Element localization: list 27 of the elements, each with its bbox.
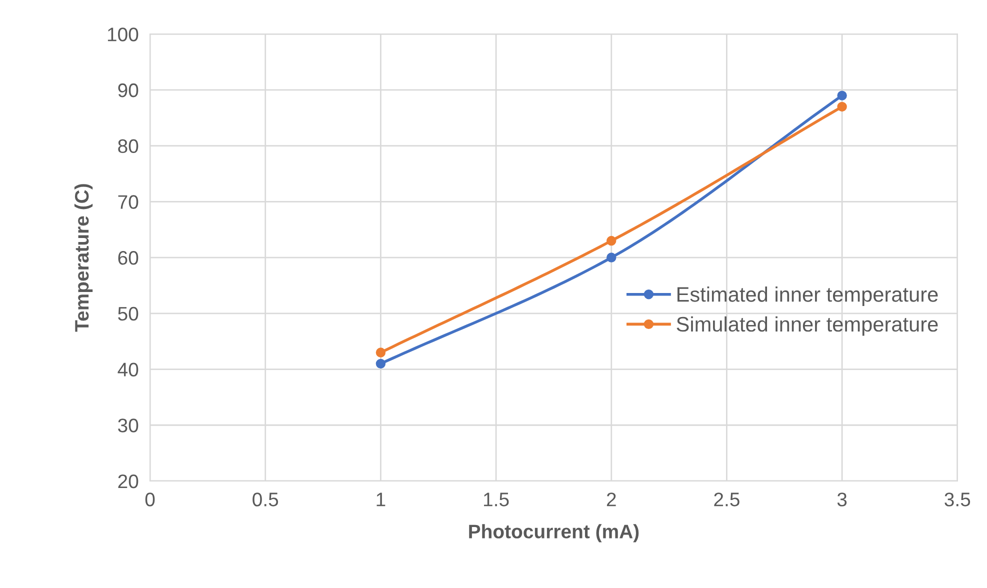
y-tick-label: 60 [118, 251, 138, 265]
point [606, 252, 616, 262]
y-tick-label: 80 [118, 139, 138, 154]
y-tick-label: 70 [118, 195, 138, 209]
point [376, 348, 386, 358]
point [837, 102, 847, 112]
y-tick-label: 90 [118, 83, 138, 98]
y-tick-label: 50 [118, 306, 138, 321]
x-tick-label: 1.5 [484, 492, 509, 506]
x-tick-label: 2.5 [714, 492, 740, 506]
x-tick-label: 2 [606, 492, 616, 506]
y-tick-label: 100 [108, 28, 138, 42]
y-tick-label: 20 [118, 474, 138, 488]
legend-label: Simulated inner temperature [676, 316, 938, 336]
y-tick-label: 40 [118, 362, 138, 376]
legend-label: Estimated inner temperature [678, 286, 938, 306]
x-tick-label: 3.5 [944, 492, 970, 506]
x-axis-title: Photocurrent (mA) [469, 524, 639, 542]
point [376, 358, 386, 369]
x-tick-label: 0 [145, 492, 155, 506]
x-tick-label: 1 [376, 492, 386, 506]
y-tick-label: 30 [118, 418, 138, 432]
point [606, 236, 616, 246]
point [837, 90, 847, 100]
x-tick-label: 0.5 [252, 492, 278, 506]
y-axis-title: Temperature (C) [74, 184, 93, 332]
x-tick-label: 3 [837, 492, 847, 506]
